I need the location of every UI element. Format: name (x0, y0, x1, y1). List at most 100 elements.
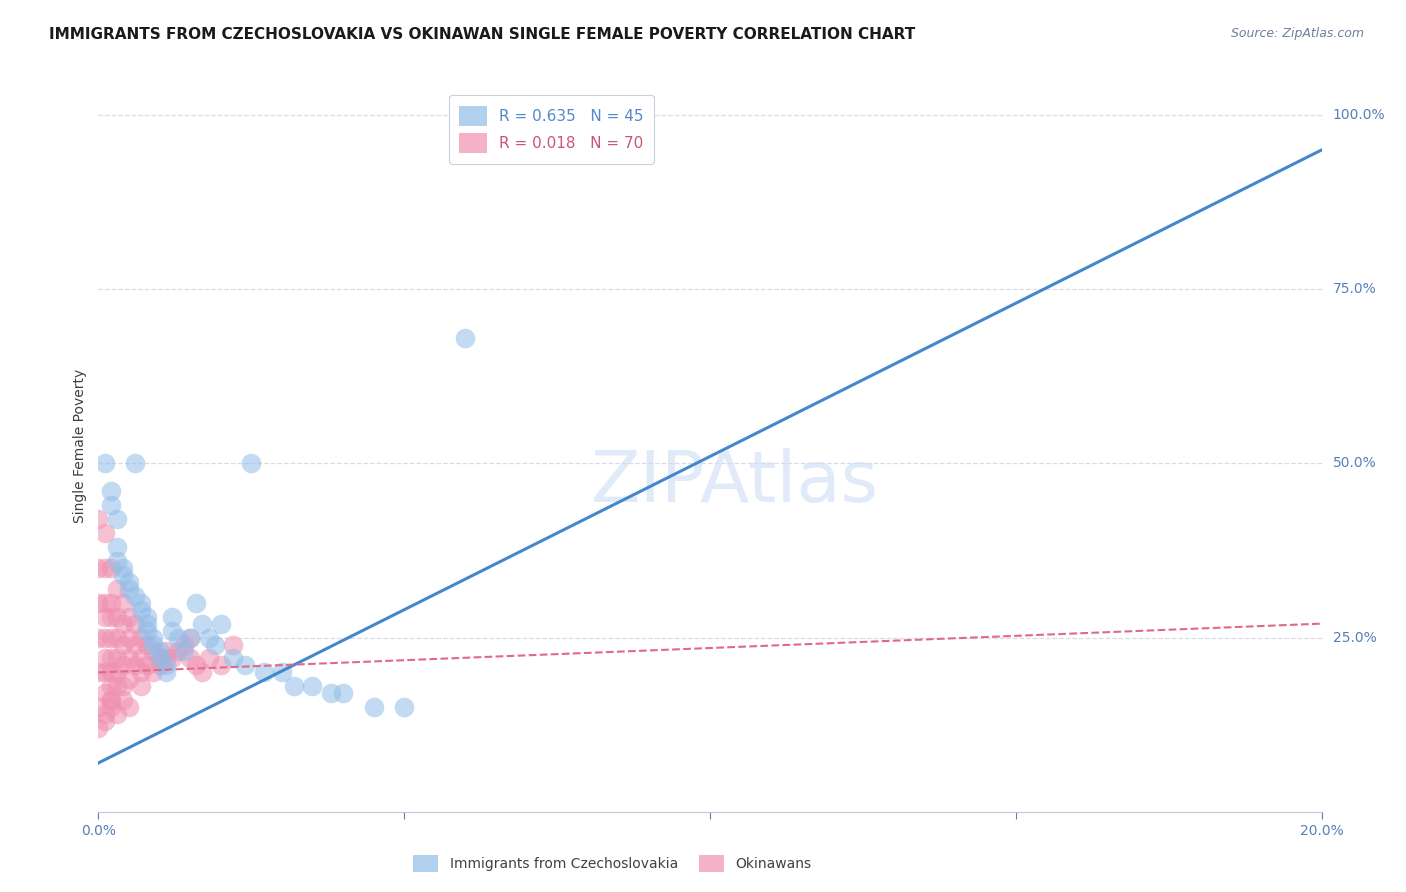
Point (233, 658, 256, 673)
Point (118, 673, 141, 687)
Point (149, 658, 172, 673)
Point (105, 651, 128, 665)
Point (191, 616, 214, 631)
Point (93, 631, 115, 645)
Point (111, 567, 134, 582)
Point (204, 638, 226, 652)
Point (142, 665, 165, 680)
Point (392, 700, 416, 714)
Y-axis label: Single Female Poverty: Single Female Poverty (73, 369, 87, 523)
Point (270, 665, 292, 680)
Point (173, 644, 195, 658)
Point (118, 631, 141, 645)
Point (124, 638, 146, 652)
Point (160, 651, 183, 665)
Point (332, 686, 354, 700)
Point (93, 665, 115, 680)
Text: IMMIGRANTS FROM CZECHOSLOVAKIA VS OKINAWAN SINGLE FEMALE POVERTY CORRELATION CHA: IMMIGRANTS FROM CZECHOSLOVAKIA VS OKINAW… (49, 27, 915, 42)
Point (87, 721, 110, 735)
Point (301, 679, 323, 693)
Point (100, 561, 122, 575)
Point (124, 616, 146, 631)
Point (209, 658, 232, 673)
Point (197, 631, 219, 645)
Point (160, 609, 183, 624)
Point (283, 679, 305, 693)
Point (111, 596, 134, 610)
Point (186, 658, 208, 673)
Point (155, 644, 177, 658)
Point (100, 609, 122, 624)
Legend: Immigrants from Czechoslovakia, Okinawans: Immigrants from Czechoslovakia, Okinawan… (408, 849, 817, 878)
Point (111, 616, 134, 631)
Point (179, 651, 201, 665)
Point (87, 700, 110, 714)
Point (142, 638, 165, 652)
Point (136, 616, 159, 631)
Point (93, 526, 115, 541)
Point (100, 679, 122, 693)
Point (149, 651, 172, 665)
Point (129, 631, 152, 645)
Point (155, 665, 177, 680)
Point (105, 582, 128, 596)
Point (105, 631, 128, 645)
Point (142, 631, 165, 645)
Point (167, 631, 190, 645)
Point (124, 658, 146, 673)
Point (93, 651, 115, 665)
Point (179, 631, 201, 645)
Text: 50.0%: 50.0% (1333, 457, 1376, 470)
Point (129, 665, 152, 680)
Point (93, 596, 115, 610)
Point (87, 561, 110, 575)
Text: 100.0%: 100.0% (1333, 108, 1385, 122)
Point (118, 582, 141, 596)
Point (111, 658, 134, 673)
Point (100, 693, 122, 707)
Point (87, 512, 110, 526)
Point (240, 457, 263, 471)
Point (93, 561, 115, 575)
Point (93, 707, 115, 722)
Text: ZIPAtlas: ZIPAtlas (591, 448, 879, 517)
Point (105, 707, 128, 722)
Point (167, 644, 190, 658)
Point (111, 679, 134, 693)
Point (136, 638, 159, 652)
Point (149, 644, 172, 658)
Point (100, 700, 122, 714)
Text: 75.0%: 75.0% (1333, 282, 1376, 296)
Point (118, 700, 141, 714)
Point (136, 658, 159, 673)
Point (105, 512, 128, 526)
Point (105, 540, 128, 554)
Point (118, 574, 141, 589)
Point (454, 331, 477, 345)
Point (100, 665, 122, 680)
Point (136, 609, 159, 624)
Point (100, 631, 122, 645)
Point (100, 596, 122, 610)
Point (105, 679, 128, 693)
Point (111, 561, 134, 575)
Point (136, 624, 159, 638)
Point (252, 665, 274, 680)
Point (197, 651, 219, 665)
Point (105, 665, 128, 680)
Point (129, 596, 152, 610)
Point (93, 609, 115, 624)
Point (319, 686, 342, 700)
Point (100, 651, 122, 665)
Point (155, 651, 177, 665)
Point (155, 658, 177, 673)
Point (87, 665, 110, 680)
Point (142, 644, 165, 658)
Point (105, 609, 128, 624)
Point (191, 665, 214, 680)
Point (124, 457, 146, 471)
Point (111, 638, 134, 652)
Point (173, 638, 195, 652)
Point (87, 631, 110, 645)
Point (222, 651, 245, 665)
